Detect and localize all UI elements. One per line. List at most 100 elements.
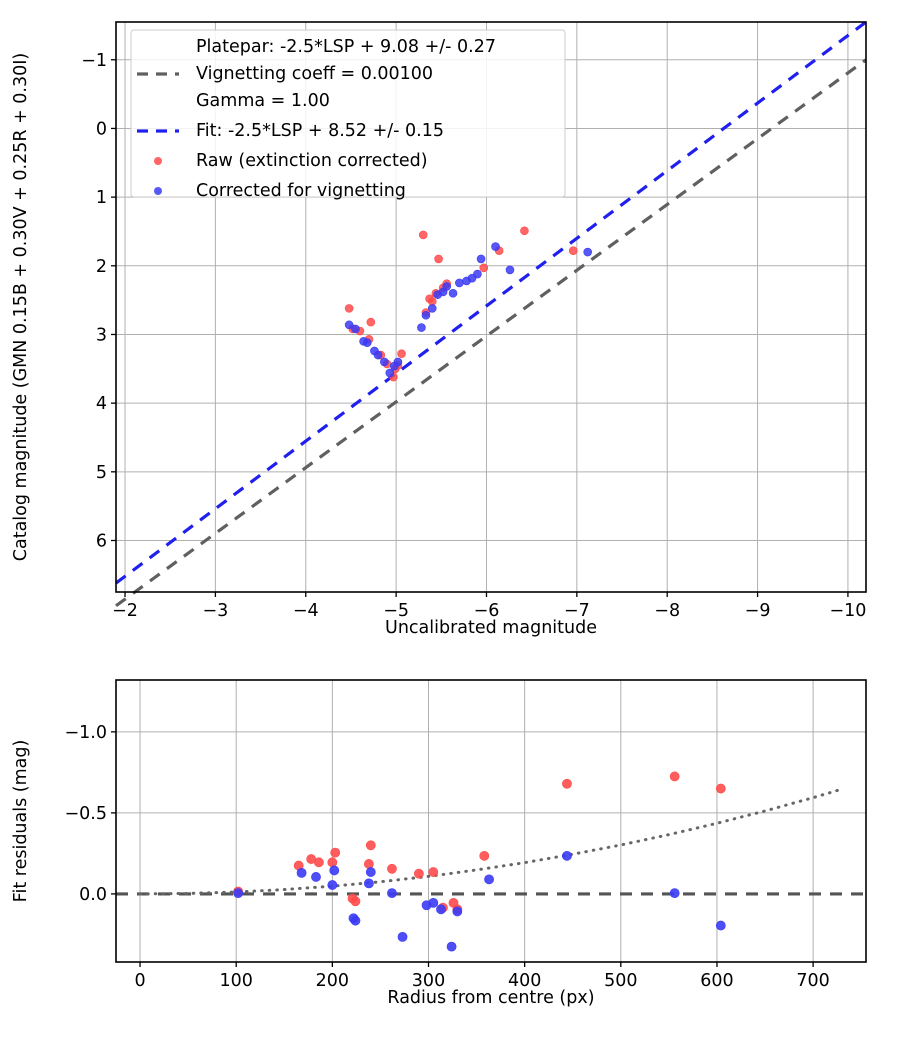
top-axes-frame bbox=[115, 21, 867, 593]
legend-label: Vignetting coeff = 0.00100 bbox=[196, 64, 433, 84]
data-point bbox=[366, 317, 376, 327]
data-point bbox=[363, 859, 374, 869]
data-point bbox=[370, 346, 379, 356]
data-point bbox=[669, 888, 680, 899]
bottom-ticks: 0 100 200 300 400 500 600 700 0.0 −0.5 −1.0 bbox=[65, 723, 830, 991]
legend-marker-dot bbox=[154, 187, 162, 195]
ytick-label: 0.0 bbox=[79, 885, 107, 905]
data-point bbox=[233, 888, 244, 899]
data-point bbox=[397, 931, 408, 942]
top-points bbox=[344, 226, 592, 382]
top-yaxis-label: Catalog magnitude (GMN 0.15B + 0.30V + 0… bbox=[11, 53, 31, 561]
data-point bbox=[476, 254, 486, 264]
axes-fit-residuals: 0 100 200 300 400 500 600 700 0.0 −0.5 −1.0 Radius… bbox=[11, 679, 867, 1008]
data-point bbox=[418, 230, 428, 240]
data-point bbox=[479, 850, 490, 861]
data-point bbox=[520, 226, 529, 236]
data-point bbox=[417, 323, 426, 332]
data-point bbox=[491, 242, 500, 251]
data-point bbox=[350, 896, 361, 907]
xtick-label: 300 bbox=[412, 971, 445, 991]
bottom-xaxis-label: Radius from centre (px) bbox=[387, 988, 594, 1008]
data-point bbox=[479, 263, 489, 273]
ytick-label: 1 bbox=[96, 188, 107, 208]
xtick-label: −3 bbox=[202, 601, 228, 621]
data-point bbox=[311, 872, 321, 882]
data-point bbox=[434, 254, 443, 264]
legend-entries: Platepar: -2.5*LSP + 9.08 +/- 0.27 Vignet… bbox=[137, 37, 496, 201]
data-point bbox=[442, 282, 452, 291]
fit-line-platepar bbox=[115, 58, 867, 608]
data-point bbox=[397, 349, 406, 358]
xtick-label: −5 bbox=[383, 601, 409, 621]
legend-label: Corrected for vignetting bbox=[196, 181, 406, 201]
data-point bbox=[427, 304, 437, 313]
ytick-label: 2 bbox=[96, 257, 107, 277]
data-point bbox=[715, 920, 726, 931]
top-lines bbox=[115, 20, 867, 608]
data-point bbox=[313, 857, 324, 868]
data-point bbox=[387, 863, 397, 874]
bottom-points bbox=[233, 771, 726, 952]
data-point bbox=[344, 304, 354, 313]
xtick-label: −8 bbox=[654, 601, 680, 621]
ytick-label: −1.0 bbox=[65, 723, 108, 743]
xtick-label: 500 bbox=[604, 971, 637, 991]
xtick-label: 400 bbox=[508, 971, 541, 991]
data-point bbox=[715, 783, 726, 794]
data-point bbox=[350, 915, 361, 926]
data-point bbox=[390, 361, 399, 371]
ytick-label: 6 bbox=[96, 531, 107, 551]
ytick-label: 5 bbox=[96, 463, 107, 483]
xtick-label: −9 bbox=[745, 601, 771, 621]
data-point bbox=[452, 906, 463, 917]
xtick-label: −6 bbox=[474, 601, 500, 621]
data-point bbox=[428, 867, 439, 877]
data-point bbox=[448, 288, 458, 298]
data-point bbox=[330, 847, 341, 858]
legend-label: Raw (extinction corrected) bbox=[196, 151, 428, 171]
data-point bbox=[351, 324, 360, 334]
data-point bbox=[380, 357, 389, 367]
data-point bbox=[365, 840, 376, 851]
data-point bbox=[583, 247, 592, 257]
data-point bbox=[365, 867, 376, 877]
legend-label: Fit: -2.5*LSP + 8.52 +/- 0.15 bbox=[196, 121, 444, 141]
data-point bbox=[387, 888, 397, 899]
ytick-label: 0 bbox=[96, 119, 107, 139]
xtick-label: 100 bbox=[219, 971, 252, 991]
data-point bbox=[473, 269, 482, 279]
data-point bbox=[484, 874, 494, 885]
data-point bbox=[455, 278, 464, 288]
data-point bbox=[385, 368, 395, 378]
data-point bbox=[329, 865, 340, 876]
xtick-label: 600 bbox=[700, 971, 733, 991]
xtick-label: 0 bbox=[134, 971, 145, 991]
legend-marker-dot bbox=[154, 157, 162, 165]
top-legend: Platepar: -2.5*LSP + 9.08 +/- 0.27 Vignet… bbox=[130, 29, 566, 201]
data-point bbox=[359, 337, 368, 346]
ytick-label: 4 bbox=[96, 394, 107, 414]
data-point bbox=[436, 904, 446, 915]
xtick-label: 700 bbox=[796, 971, 829, 991]
data-point bbox=[669, 771, 680, 782]
xtick-label: −10 bbox=[829, 601, 866, 621]
data-point bbox=[446, 941, 457, 952]
bottom-yaxis-label: Fit residuals (mag) bbox=[11, 740, 31, 903]
bottom-grid bbox=[116, 680, 866, 962]
legend-frame bbox=[130, 29, 566, 198]
xtick-label: −4 bbox=[293, 601, 319, 621]
bottom-axes-frame bbox=[115, 679, 867, 963]
vignetting-curve bbox=[138, 787, 844, 896]
data-point bbox=[413, 868, 424, 879]
top-xaxis-label: Uncalibrated magnitude bbox=[385, 618, 597, 638]
xtick-label: 200 bbox=[316, 971, 349, 991]
data-point bbox=[421, 310, 431, 320]
data-point bbox=[505, 265, 515, 275]
data-point bbox=[327, 857, 338, 868]
data-point bbox=[562, 850, 572, 861]
